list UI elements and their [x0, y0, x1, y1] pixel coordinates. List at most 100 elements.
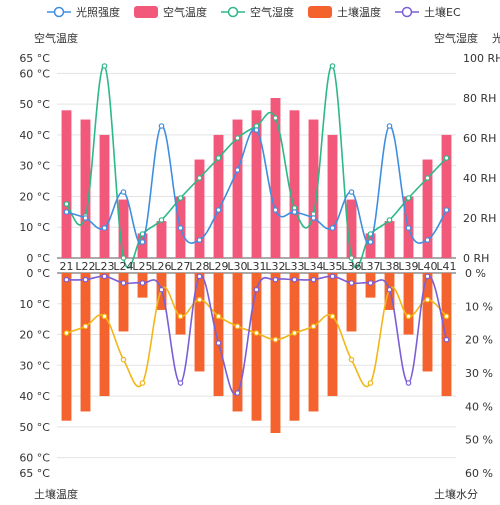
soil-ec-point	[101, 273, 108, 280]
bar-air-temperature	[156, 221, 167, 258]
light-intensity-point	[310, 215, 317, 221]
light-intensity-point	[272, 207, 279, 213]
bottom-left-tick: 20 °C	[19, 329, 50, 342]
soil-ec-point	[196, 273, 203, 280]
bar-soil-temperature	[80, 273, 91, 412]
bar-soil-temperature	[270, 273, 281, 433]
bar-air-temperature	[308, 119, 319, 259]
category-label: L31	[246, 260, 266, 273]
legend-label: 土壤温度	[337, 5, 381, 19]
bottom-left-axis-title: 土壤温度	[34, 487, 78, 500]
light-intensity-point	[196, 237, 203, 243]
soil-ec-point	[139, 280, 146, 286]
top-right-tick: 0 RH	[463, 252, 489, 265]
air-humidity-point	[63, 201, 70, 207]
category-label: 21	[60, 260, 74, 273]
bar-soil-temperature	[175, 273, 186, 335]
legend-label: 空气湿度	[250, 5, 294, 19]
light-intensity-point	[348, 189, 355, 195]
bar-air-temperature	[80, 119, 91, 259]
soil-moisture-point	[177, 313, 184, 320]
category-label: L26	[151, 260, 171, 273]
bottom-left-tick: 65 °C	[19, 467, 50, 480]
top-right-tick: 60 RH	[463, 132, 496, 145]
air-humidity-point	[158, 217, 165, 223]
bar-air-temperature	[137, 233, 148, 258]
air-humidity-point	[234, 135, 241, 141]
bar-air-temperature	[213, 134, 224, 258]
light-intensity-point	[424, 237, 431, 243]
soil-moisture-point	[139, 380, 146, 386]
bar-soil-temperature	[61, 273, 72, 421]
category-label: L41	[436, 260, 456, 273]
soil-ec-point	[405, 380, 412, 386]
soil-moisture-point	[215, 313, 222, 320]
bottom-left-tick: 0 °C	[26, 267, 50, 280]
light-intensity-point	[253, 127, 260, 133]
category-labels: 21 L22L23L24L25L26L27L28L29L30L31L32L33L3…	[60, 260, 457, 273]
soil-ec-point	[386, 286, 393, 293]
soil-ec-point	[215, 340, 222, 346]
category-label: L27	[170, 260, 190, 273]
legend-item: 光照强度	[47, 5, 120, 19]
air-humidity-point	[215, 155, 222, 161]
soil-moisture-point	[329, 313, 336, 320]
legend-swatch	[308, 6, 332, 18]
category-label: L34	[303, 260, 323, 273]
soil-ec-point	[424, 273, 431, 280]
light-intensity-point	[139, 239, 146, 245]
soil-ec-point	[120, 280, 127, 286]
bar-air-temperature	[384, 221, 395, 258]
soil-moisture-point	[101, 313, 108, 320]
top-right-axis-title-cut: 光	[492, 31, 500, 45]
legend-swatch	[134, 6, 158, 18]
top-right-tick: 40 RH	[463, 172, 496, 185]
air-humidity-point	[405, 195, 412, 201]
category-label: L38	[379, 260, 399, 273]
legend-item: 空气湿度	[221, 5, 294, 19]
legend-swatch-marker	[227, 6, 239, 18]
top-left-tick: 65 °C	[19, 52, 50, 65]
bar-air-temperature	[251, 110, 262, 258]
soil-moisture-point	[291, 330, 298, 336]
soil-ec-point	[63, 276, 70, 283]
light-intensity-point	[82, 215, 89, 221]
air-humidity-point	[196, 175, 203, 181]
soil-moisture-point	[348, 356, 355, 363]
bars	[61, 98, 452, 433]
top-right-axis-title: 空气湿度	[434, 31, 478, 45]
bar-air-temperature	[365, 233, 376, 258]
air-humidity-point	[443, 155, 450, 161]
light-intensity-point	[405, 225, 412, 231]
bar-air-temperature	[327, 134, 338, 258]
category-label: L37	[360, 260, 380, 273]
bar-soil-temperature	[422, 273, 433, 372]
category-label: L33	[284, 260, 304, 273]
soil-ec-point	[82, 276, 89, 283]
soil-ec-point	[177, 380, 184, 386]
series-lines	[63, 63, 450, 396]
soil-ec-point	[329, 273, 336, 280]
soil-moisture-point	[424, 296, 431, 303]
bar-soil-temperature	[251, 273, 262, 421]
bar-soil-temperature	[289, 273, 300, 421]
category-label: L24	[113, 260, 133, 273]
bar-soil-temperature	[99, 273, 110, 397]
soil-moisture-point	[253, 330, 260, 336]
bar-soil-temperature	[118, 273, 129, 332]
air-humidity-point	[348, 255, 355, 261]
category-label: L32	[265, 260, 285, 273]
light-intensity-point	[101, 225, 108, 231]
bar-soil-temperature	[403, 273, 414, 335]
light-intensity-point	[234, 167, 241, 173]
soil-ec-point	[443, 336, 450, 343]
bar-air-temperature	[232, 119, 243, 259]
soil-moisture-point	[405, 313, 412, 320]
top-right-tick: 80 RH	[463, 92, 496, 105]
air-humidity-point	[177, 195, 184, 201]
air-humidity-point	[329, 63, 336, 69]
bar-soil-temperature	[308, 273, 319, 412]
soil-moisture-point	[196, 296, 203, 303]
bar-soil-temperature	[194, 273, 205, 372]
light-intensity-point	[63, 209, 70, 215]
